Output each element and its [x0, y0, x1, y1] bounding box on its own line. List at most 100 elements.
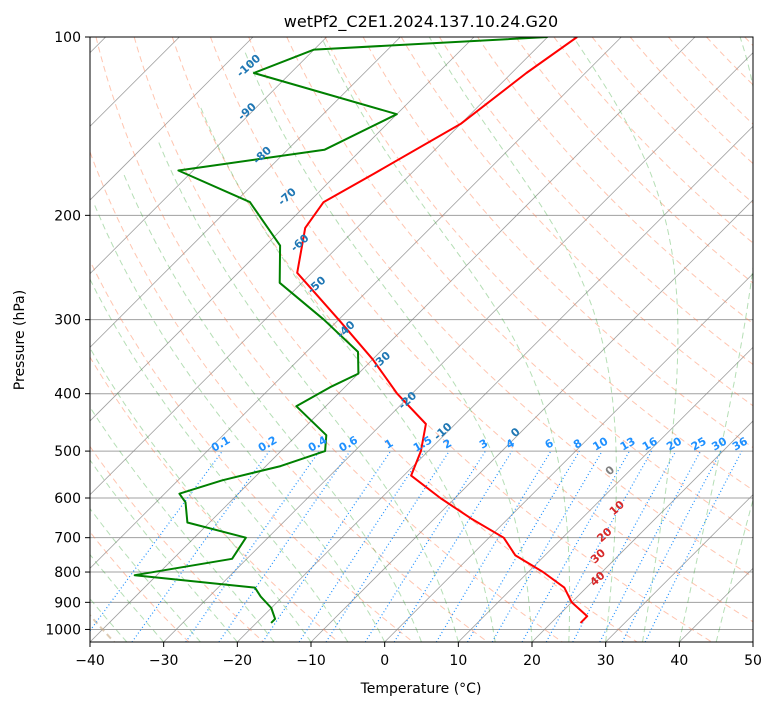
isotherm-line — [163, 52, 753, 642]
isotherm-line — [90, 37, 622, 569]
moist-adiabat-line — [198, 104, 496, 642]
dry-adiabat-line — [248, 37, 753, 578]
mixing-ratio-label: 6 — [543, 436, 556, 451]
mixing-ratio-line — [621, 450, 722, 642]
mixing-ratio-line — [262, 450, 392, 642]
moist-adiabat-line — [90, 278, 349, 642]
mixing-ratio-line — [364, 450, 486, 642]
moist-adiabat-line — [320, 37, 571, 642]
dry-adiabat-line — [591, 37, 753, 204]
x-tick-label: 50 — [744, 653, 762, 669]
y-tick-label: 100 — [54, 30, 81, 46]
isotherm-line — [90, 37, 254, 201]
dry-adiabat-line — [90, 445, 264, 642]
moist-adiabat-line — [715, 497, 753, 642]
chart-title: wetPf2_C2E1.2024.137.10.24.G20 — [284, 12, 558, 32]
isotherm-line — [90, 37, 548, 496]
x-tick-label: −30 — [149, 653, 179, 669]
grid-lines — [90, 37, 753, 642]
x-axis: −40 −30 −20 −10 0 10 20 30 40 50 — [75, 642, 762, 669]
isotherm-line — [237, 125, 753, 642]
y-tick-label: 600 — [54, 491, 81, 507]
dry-adiabat-label: -80 — [251, 144, 275, 167]
moist-adiabat-label: 10 — [607, 498, 627, 518]
x-axis-label: Temperature (°C) — [360, 681, 482, 697]
dry-adiabat-line — [286, 37, 753, 534]
mixing-ratio-line — [218, 450, 351, 642]
moist-adiabat-line — [90, 347, 312, 642]
dry-adiabat-line — [324, 37, 753, 491]
dry-adiabat-line — [668, 37, 753, 125]
dry-adiabat-line — [90, 531, 190, 642]
y-tick-label: 200 — [54, 208, 81, 224]
y-tick-label: 400 — [54, 387, 81, 403]
dry-adiabat-label: -60 — [288, 231, 312, 254]
moist-adiabat-line — [90, 406, 275, 642]
dry-adiabat-line — [90, 259, 414, 642]
y-tick-label: 900 — [54, 595, 81, 611]
y-axis-label: Pressure (hPa) — [12, 290, 28, 390]
dry-adiabat-label: -100 — [234, 52, 263, 80]
x-tick-label: 30 — [597, 653, 615, 669]
isotherm-line — [90, 37, 401, 348]
dry-adiabat-label: -50 — [305, 273, 329, 296]
mixing-ratio-line — [298, 450, 425, 642]
isotherm-line — [679, 567, 753, 642]
moist-adiabat-line — [123, 173, 422, 642]
isotherm-line — [605, 494, 753, 642]
moist-adiabat-label: 30 — [588, 546, 608, 566]
mixing-ratio-line — [466, 450, 580, 642]
x-tick-label: −10 — [296, 653, 326, 669]
dry-adiabat-line — [553, 37, 753, 244]
thermo-lines — [90, 37, 753, 642]
dry-adiabat-line — [438, 37, 753, 366]
isotherm-line — [90, 37, 696, 642]
y-tick-label: 300 — [54, 313, 81, 329]
dry-adiabat-line — [133, 37, 638, 642]
moist-adiabat-line — [90, 459, 238, 642]
dry-adiabat-line — [706, 37, 753, 86]
mixing-ratio-line — [90, 450, 223, 632]
x-tick-label: 40 — [670, 653, 688, 669]
mixing-ratio-line — [521, 450, 631, 642]
dry-adiabat-line — [400, 37, 753, 407]
x-tick-label: 0 — [380, 653, 389, 669]
y-tick-label: 500 — [54, 444, 81, 460]
profiles — [133, 37, 589, 624]
mixing-ratio-line — [185, 450, 320, 642]
moist-adiabat-line — [90, 598, 128, 642]
moist-adiabat-line — [572, 37, 679, 642]
dry-adiabat-line — [95, 37, 563, 642]
moist-adiabat-line — [157, 141, 459, 642]
moist-adiabat-line — [678, 37, 753, 642]
x-tick-label: −20 — [223, 653, 253, 669]
dry-adiabat-line — [90, 356, 339, 642]
moist-adiabat-line — [428, 37, 617, 642]
dry-adiabat-line — [362, 37, 753, 449]
dry-adiabat-line — [171, 37, 712, 642]
x-tick-label: 10 — [449, 653, 467, 669]
mixing-ratio-label: 2 — [441, 437, 454, 452]
dry-adiabat-line — [744, 37, 753, 47]
moist-adiabat-line — [92, 201, 386, 642]
y-tick-label: 800 — [54, 565, 81, 581]
mixing-ratio-line — [599, 450, 702, 642]
moist-adiabat-line — [752, 640, 753, 642]
mixing-ratio-line — [545, 450, 653, 642]
y-axis: 100 200 300 400 500 600 700 800 900 1000 — [45, 30, 90, 638]
mixing-ratio-line — [325, 450, 450, 642]
x-tick-label: 20 — [523, 653, 541, 669]
isotherm-line — [531, 420, 753, 642]
moist-adiabat-label: 20 — [594, 525, 614, 545]
isotherm-line — [90, 37, 327, 275]
dewpoint-profile-line — [133, 37, 548, 624]
mixing-ratio-line — [393, 450, 513, 642]
x-tick-label: −40 — [75, 653, 105, 669]
dry-adiabat-label: -70 — [275, 185, 299, 208]
mixing-ratio-line — [644, 450, 743, 642]
dry-adiabat-line — [90, 150, 488, 642]
moist-adiabat-line — [90, 553, 165, 642]
dry-adiabat-label: -20 — [396, 389, 420, 412]
plot-frame — [89, 36, 754, 643]
